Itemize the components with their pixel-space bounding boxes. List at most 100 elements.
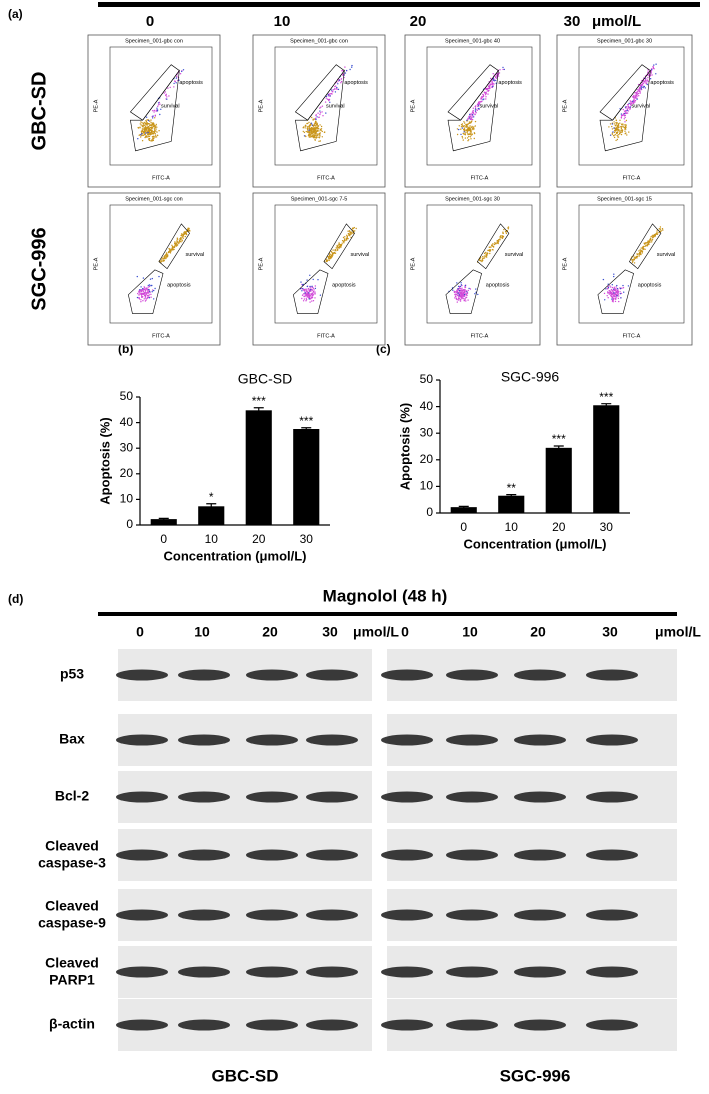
blot-band (246, 734, 298, 746)
event-dot (616, 138, 619, 141)
y-tick-label: 30 (420, 425, 434, 439)
event-dot (465, 300, 467, 302)
lane-label: 0 (136, 624, 144, 640)
event-dot (151, 289, 154, 291)
event-dot (157, 102, 160, 104)
event-dot (472, 112, 475, 114)
event-dot (341, 74, 344, 76)
event-dot (154, 115, 156, 117)
event-dot (612, 298, 615, 301)
event-dot (316, 122, 318, 124)
event-dot (477, 103, 479, 105)
y-tick-label: 40 (420, 399, 434, 413)
event-dot (312, 125, 315, 128)
event-dot (482, 256, 484, 258)
gate (599, 69, 651, 152)
event-dot (142, 277, 145, 279)
event-dot (138, 290, 140, 292)
gate-label: survival (185, 252, 204, 258)
event-dot (161, 258, 163, 260)
event-dot (611, 132, 614, 134)
event-dot (471, 133, 474, 135)
event-dot (306, 290, 308, 292)
event-dot (312, 127, 314, 130)
event-dot (160, 108, 162, 111)
event-dot (653, 64, 655, 66)
event-dot (336, 248, 338, 251)
protein-label: Bcl-2 (55, 788, 89, 804)
blot-band (306, 909, 358, 921)
event-dot (650, 72, 652, 74)
y-axis-label: Apoptosis (%) (397, 403, 412, 490)
event-dot (334, 88, 336, 90)
event-dot (474, 110, 477, 112)
event-dot (617, 129, 619, 131)
event-dot (502, 68, 504, 71)
event-dot (610, 289, 612, 291)
event-dot (337, 246, 339, 248)
event-dot (311, 293, 313, 296)
event-dot (481, 259, 483, 262)
blot-band (116, 1019, 168, 1031)
event-dot (457, 292, 459, 294)
event-dot (320, 125, 323, 128)
event-dot (180, 241, 182, 243)
event-dot (624, 124, 626, 126)
event-dot (466, 294, 468, 297)
event-dot (145, 132, 147, 134)
event-dot (659, 228, 662, 230)
event-dot (638, 95, 640, 97)
y-axis-label: PE-A (93, 257, 99, 270)
event-dot (314, 139, 316, 141)
event-dot (180, 238, 182, 240)
event-dot (140, 293, 142, 296)
event-dot (150, 296, 152, 298)
event-dot (145, 120, 147, 122)
x-tick-label: 30 (300, 532, 314, 546)
event-dot (632, 102, 635, 104)
event-dot (312, 293, 314, 296)
event-dot (486, 255, 488, 257)
event-dot (455, 291, 457, 294)
event-dot (168, 95, 170, 97)
event-dot (468, 115, 470, 118)
event-dot (629, 107, 631, 110)
event-dot (319, 113, 321, 116)
x-axis-label: Concentration (μmol/L) (464, 536, 607, 551)
event-dot (474, 125, 476, 127)
event-dot (342, 241, 345, 243)
gate-label: survival (161, 103, 180, 109)
event-dot (491, 81, 493, 83)
event-dot (617, 136, 619, 138)
event-dot (662, 229, 664, 231)
x-tick-label: 20 (552, 520, 566, 534)
event-dot (457, 294, 459, 297)
event-dot (355, 227, 357, 230)
event-dot (306, 279, 308, 281)
event-dot (472, 114, 474, 116)
gate-label: apoptosis (498, 80, 522, 86)
dot-cloud (602, 226, 664, 303)
event-dot (314, 135, 316, 137)
blot-band (116, 734, 168, 746)
blot-band (446, 966, 498, 978)
event-dot (305, 300, 307, 302)
event-dot (150, 293, 152, 296)
event-dot (458, 289, 461, 292)
event-dot (152, 117, 154, 119)
event-dot (614, 134, 616, 136)
event-dot (334, 252, 337, 254)
event-dot (311, 296, 313, 298)
event-dot (463, 289, 465, 291)
event-dot (485, 96, 487, 98)
event-dot (625, 132, 627, 134)
event-dot (489, 86, 491, 88)
gate-label: survival (326, 103, 345, 109)
event-dot (636, 255, 639, 258)
event-dot (635, 256, 638, 259)
blot-band (178, 791, 230, 803)
event-dot (156, 134, 159, 136)
event-dot (171, 244, 173, 246)
event-dot (466, 119, 468, 122)
event-dot (622, 123, 624, 125)
